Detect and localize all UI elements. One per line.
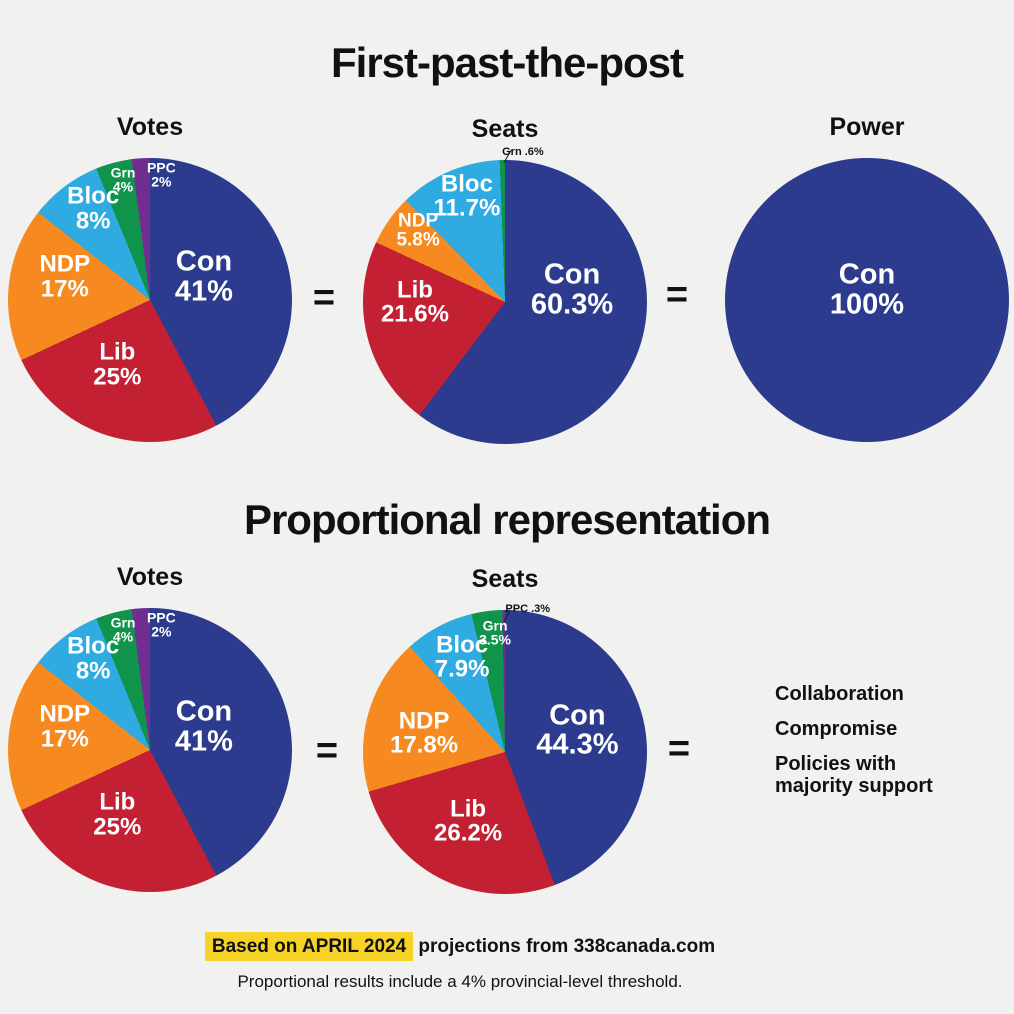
slice-label-fptp-votes-lib: Lib 25%	[93, 338, 142, 391]
slice-label-pr-votes-ppc: PPC 2%	[146, 609, 176, 641]
slice-label-fptp-votes-bloc: Bloc 8%	[67, 182, 120, 235]
slice-label-fptp-seats-con: Con 60.3%	[530, 258, 614, 321]
slice-label-pr-seats-ndp: NDP 17.8%	[390, 707, 459, 759]
equals-sign-4: =	[667, 728, 691, 770]
slice-label-fptp-votes-grn: Grn 4%	[110, 164, 136, 195]
pr-votes-title: Votes	[116, 563, 184, 591]
footer-highlight: Based on APRIL 2024	[204, 932, 414, 961]
footer-threshold-note: Proportional results include a 4% provin…	[237, 972, 683, 991]
pr-section-title: Proportional representation	[243, 496, 771, 543]
footer-source-rest: projections from 338canada.com	[413, 936, 716, 957]
fptp-seats-pie-chart: Con 60.3% Lib 21.6% NDP 5.8% Bloc 11.7% Grn .6%	[363, 146, 647, 444]
slice-label-pr-seats-grn: Grn 3.5%	[479, 617, 512, 648]
slice-label-pr-seats-lib: Lib 26.2%	[434, 795, 503, 847]
pr-seats-pie-chart: Con 44.3% Lib 26.2% NDP 17.8% Bloc 7.9% Grn 3.5% P…	[363, 603, 647, 894]
fptp-seats-title: Seats	[471, 115, 539, 143]
slice-label-fptp-seats-grn: Grn .6%	[502, 146, 544, 159]
fptp-section-title: First-past-the-post	[331, 39, 684, 86]
fptp-power-group: Power Con 100%	[725, 115, 1009, 442]
outcome-compromise: Compromise	[775, 718, 898, 741]
slice-label-pr-seats-bloc: Bloc 7.9%	[434, 631, 490, 683]
slice-label-pr-votes-lib: Lib 25%	[93, 788, 142, 841]
slice-label-fptp-seats-bloc: Bloc 11.7%	[433, 170, 501, 222]
slice-label-pr-seats-con: Con 44.3%	[536, 699, 619, 761]
slice-label-fptp-power-con: Con 100%	[829, 258, 905, 321]
outcome-majority-policies: Policies with majority support	[775, 753, 933, 797]
slice-label-pr-votes-con: Con 41%	[174, 695, 233, 758]
pr-votes-pie-chart: Con 41% Lib 25% NDP 17% Bloc 8% Grn 4% PPC 2%	[8, 608, 292, 892]
fptp-votes-title: Votes	[116, 113, 184, 141]
fptp-seats-group: Seats Con 60.3% Lib 21.6% NDP 5.8% Bloc 11.7% Gr…	[363, 117, 647, 444]
slice-label-pr-seats-ppc: PPC .3%	[505, 602, 551, 615]
outcome-collaboration: Collaboration	[775, 683, 904, 705]
equals-sign-1: =	[312, 277, 336, 319]
equals-sign-2: =	[665, 274, 689, 316]
pr-votes-group: Votes Con 41% Lib 25% NDP 17% Bloc 8% Grn 4% PPC 2%	[8, 565, 292, 892]
slice-label-fptp-votes-ndp: NDP 17%	[39, 250, 91, 303]
slice-label-fptp-seats-ndp: NDP 5.8%	[396, 210, 440, 251]
fptp-votes-group: Votes Con 41% Lib 25% NDP 17% Bloc 8% Grn 4% PPC 2%	[8, 115, 292, 442]
slice-label-fptp-votes-con: Con 41%	[174, 245, 233, 308]
pr-outcomes-list: Collaboration Compromise Policies with m…	[775, 683, 970, 811]
fptp-power-pie-chart: Con 100%	[725, 158, 1009, 442]
slice-label-pr-votes-grn: Grn 4%	[110, 614, 136, 645]
slice-label-pr-votes-ndp: NDP 17%	[39, 700, 91, 753]
fptp-votes-pie-chart: Con 41% Lib 25% NDP 17% Bloc 8% Grn 4% PPC 2%	[8, 158, 292, 442]
slice-label-pr-votes-bloc: Bloc 8%	[67, 632, 120, 685]
pr-seats-title: Seats	[471, 565, 539, 593]
fptp-power-title: Power	[829, 113, 905, 141]
pr-seats-group: Seats Con 44.3% Lib 26.2% NDP 17.8% Bloc 7.9% Gr…	[363, 567, 647, 894]
equals-sign-3: =	[315, 730, 339, 772]
slice-label-fptp-seats-lib: Lib 21.6%	[380, 276, 449, 328]
slice-label-fptp-votes-ppc: PPC 2%	[146, 159, 176, 191]
footer-source-line: Based on APRIL 2024 projections from 338…	[0, 932, 920, 961]
